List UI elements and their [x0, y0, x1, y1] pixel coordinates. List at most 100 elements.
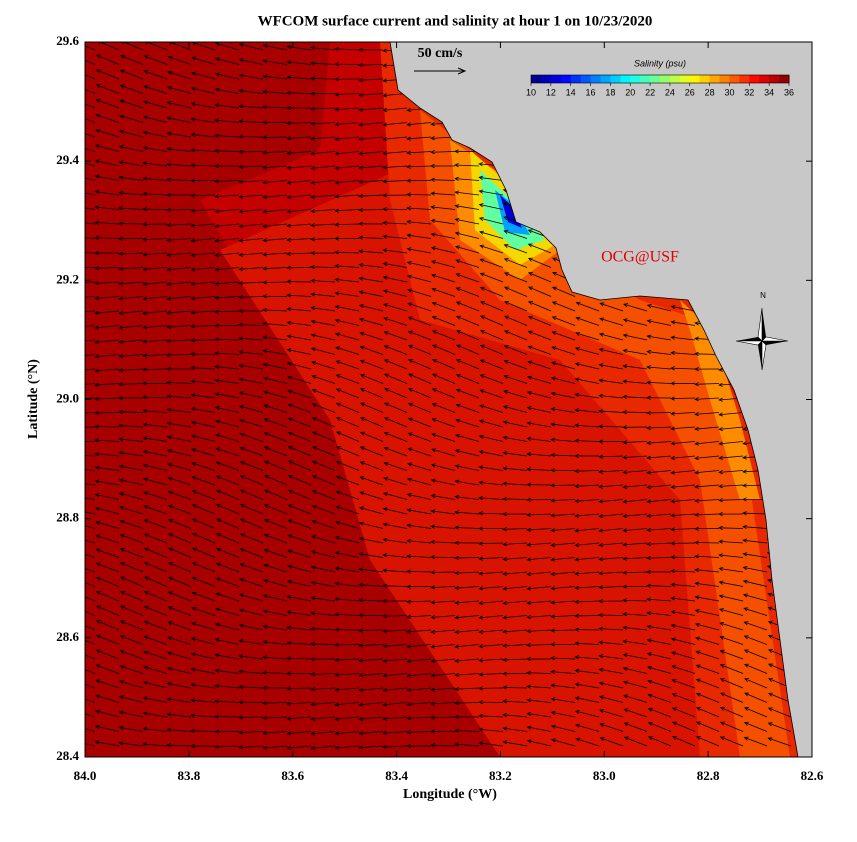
current-vector: [311, 716, 336, 720]
vector-head: [166, 207, 171, 213]
current-vector: [287, 702, 312, 705]
vector-head: [503, 330, 509, 335]
vector-head: [143, 635, 149, 640]
vector-head: [550, 498, 555, 503]
vector-head: [574, 542, 580, 548]
current-vector: [120, 548, 144, 558]
vector-head: [73, 664, 77, 667]
colorbar-tick-label: 20: [625, 87, 635, 97]
current-vector: [551, 711, 576, 718]
colorbar-tick-label: 24: [665, 87, 675, 97]
current-vector: [263, 672, 288, 674]
current-vector: [144, 505, 168, 515]
current-vector: [119, 296, 144, 300]
vector-head: [94, 235, 99, 240]
current-vector: [695, 513, 720, 516]
vector-head: [310, 565, 316, 570]
vector-head: [94, 144, 100, 149]
vector-head: [550, 483, 555, 488]
vector-head: [286, 180, 292, 185]
vector-head: [454, 190, 460, 195]
vector-head: [118, 251, 123, 256]
vector-head: [526, 698, 532, 703]
vector-head: [214, 295, 219, 300]
vector-head: [262, 238, 267, 243]
vector-head: [383, 373, 389, 378]
current-vector: [623, 667, 648, 674]
vector-head: [454, 742, 459, 747]
vector-head: [598, 612, 603, 618]
vector-head: [73, 84, 77, 87]
vector-head: [503, 258, 509, 263]
vector-head: [358, 536, 364, 541]
vector-head: [406, 260, 412, 266]
current-vector: [694, 542, 720, 544]
current-vector: [288, 534, 312, 544]
current-vector: [214, 150, 240, 152]
current-vector: [671, 305, 696, 312]
vector-head: [166, 252, 171, 257]
current-vector: [551, 542, 576, 546]
current-vector: [575, 347, 600, 355]
current-vector: [167, 713, 192, 718]
current-vector: [360, 476, 384, 486]
vector-head: [310, 76, 315, 81]
vector-head: [719, 678, 725, 683]
vector-head: [263, 446, 269, 451]
vector-head: [238, 638, 244, 644]
vector-head: [262, 639, 268, 645]
vector-head: [670, 582, 675, 587]
vector-head: [743, 649, 749, 654]
vector-head: [382, 492, 388, 497]
vector-head: [454, 163, 459, 168]
vector-head: [94, 281, 99, 286]
vector-head: [358, 628, 363, 633]
current-vector: [119, 742, 144, 747]
current-vector: [503, 557, 528, 560]
current-vector: [263, 745, 288, 749]
current-vector: [85, 220, 96, 225]
vector-head: [286, 251, 291, 256]
current-vector: [336, 417, 360, 428]
current-vector: [479, 435, 504, 442]
current-vector: [455, 571, 480, 574]
current-vector: [85, 83, 96, 94]
current-vector: [120, 635, 144, 645]
vector-head: [383, 431, 389, 436]
vector-head: [71, 369, 75, 372]
current-vector: [504, 301, 528, 312]
current-vector: [550, 484, 576, 486]
current-vector: [287, 550, 312, 558]
vector-head: [527, 375, 532, 380]
vector-head: [670, 366, 675, 371]
current-vector: [695, 484, 720, 488]
current-vector: [431, 495, 456, 500]
vector-head: [382, 629, 387, 634]
colorbar: 10 12 14 16 18 20 22 24 26 28 30 32 34 36: [526, 74, 794, 97]
vector-head: [431, 403, 437, 408]
vector-head: [286, 75, 291, 80]
current-vector: [384, 447, 408, 457]
vector-head: [454, 510, 459, 515]
current-vector: [551, 392, 576, 399]
vector-head: [670, 350, 675, 356]
current-vector: [191, 267, 216, 271]
current-vector: [384, 359, 408, 370]
vector-head: [622, 348, 628, 354]
vector-head: [142, 408, 147, 414]
vector-head: [214, 351, 219, 356]
current-vector: [743, 594, 768, 602]
current-vector: [383, 107, 408, 111]
vector-head: [72, 536, 76, 539]
current-vector: [191, 622, 216, 631]
vector-head: [454, 204, 460, 209]
vector-head: [455, 433, 460, 438]
vector-head: [334, 627, 339, 632]
current-vector: [335, 165, 360, 169]
current-vector: [647, 335, 672, 341]
current-vector: [215, 73, 240, 80]
vector-head: [455, 388, 461, 393]
current-vector: [191, 134, 216, 138]
current-vector: [119, 252, 144, 255]
vector-head: [239, 446, 245, 451]
